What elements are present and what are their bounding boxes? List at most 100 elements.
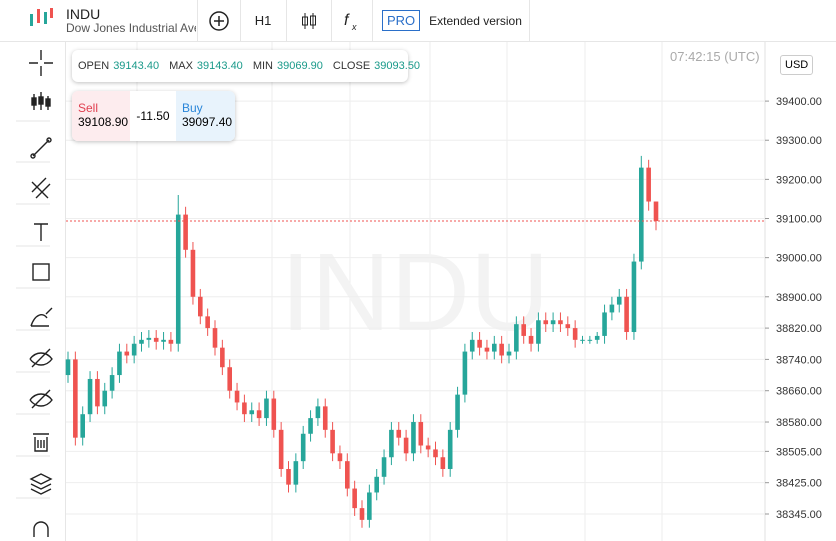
logo	[30, 8, 53, 26]
candle-body	[653, 201, 659, 222]
crosshair-tool[interactable]	[29, 50, 53, 76]
left-toolbar	[0, 42, 66, 541]
candle-body	[536, 320, 541, 344]
magnet-tool[interactable]	[33, 521, 49, 537]
candle-body	[139, 339, 144, 344]
sell-button[interactable]: Sell 39108.90	[72, 91, 130, 141]
candle-body	[572, 328, 578, 340]
max-value: 39143.40	[196, 60, 243, 72]
candle-body	[528, 335, 534, 344]
candle-body	[73, 359, 78, 438]
layers-tool[interactable]	[29, 473, 53, 495]
candle-body	[367, 492, 372, 520]
candle-body	[499, 343, 504, 356]
candle-body	[300, 433, 306, 462]
text-tool[interactable]	[34, 223, 48, 241]
y-tick-label: 39200.00	[776, 174, 822, 186]
candle-body	[602, 312, 607, 336]
buy-price: 39097.40	[182, 115, 233, 129]
candle-body	[227, 367, 232, 391]
spread: -11.50	[136, 109, 170, 123]
currency[interactable]: USD	[780, 55, 814, 75]
extended-toggle[interactable]: PRO Extended version	[373, 0, 530, 41]
y-tick-label: 38660.00	[776, 386, 822, 398]
candle-body	[87, 378, 93, 415]
candles-tool[interactable]	[31, 92, 51, 110]
candle-body	[396, 429, 402, 438]
delete-tool[interactable]	[33, 433, 49, 452]
candle-body	[322, 406, 328, 430]
hide-tool[interactable]	[29, 348, 53, 368]
candle-body	[220, 347, 225, 368]
candle-body	[543, 320, 549, 325]
watermark: INDU	[281, 231, 550, 354]
hide-indicators-tool[interactable]	[29, 389, 53, 409]
candle-body	[550, 320, 556, 325]
svg-text:x: x	[351, 22, 357, 32]
candle-body	[131, 343, 137, 356]
candle-body	[389, 429, 394, 458]
min-value: 39069.90	[276, 60, 323, 72]
buy-label: Buy	[182, 101, 203, 115]
candle-body	[175, 214, 181, 344]
timeframe[interactable]: H1	[240, 0, 287, 41]
y-tick-label: 39400.00	[776, 96, 822, 108]
candle-body	[381, 457, 387, 477]
candle-body	[521, 324, 526, 336]
candle-body	[124, 351, 130, 356]
y-tick-label: 39100.00	[776, 214, 822, 226]
candle-body	[609, 304, 615, 313]
candle-body	[95, 378, 100, 407]
candle-body	[514, 324, 519, 352]
buy-button[interactable]: Buy 39097.40	[176, 91, 235, 141]
candle-body	[80, 414, 85, 438]
candle-body	[278, 429, 284, 469]
candle-body	[242, 402, 247, 415]
candle-body	[455, 394, 460, 430]
candle-body	[403, 437, 409, 454]
candle-body	[183, 214, 188, 250]
open-value: 39143.40	[113, 60, 160, 72]
candle-body	[418, 422, 424, 446]
candle-body	[205, 316, 210, 329]
line-tool[interactable]	[30, 137, 52, 159]
y-tick-label: 38580.00	[776, 417, 822, 429]
shape-tool[interactable]	[32, 263, 50, 281]
candle-body	[153, 337, 159, 342]
svg-text:f: f	[344, 12, 350, 29]
channel-tool[interactable]	[31, 177, 51, 199]
candle-body	[425, 445, 431, 450]
candle-body	[293, 461, 299, 485]
chart-type-button[interactable]	[287, 0, 332, 41]
candle-body	[558, 320, 563, 325]
candle-body	[234, 390, 240, 403]
candle-body	[168, 339, 174, 344]
extended-label: Extended version	[429, 13, 522, 28]
y-tick-label: 38900.00	[776, 292, 822, 304]
candle-body	[506, 351, 512, 356]
candle-body	[102, 390, 108, 407]
candle-body	[65, 359, 71, 376]
y-tick-label: 39300.00	[776, 135, 822, 147]
candle-body	[492, 343, 497, 352]
candle-body	[161, 339, 166, 342]
candle-body	[462, 351, 468, 395]
candle-body	[109, 375, 115, 391]
clock: 07:42:15 (UTC)	[670, 49, 760, 64]
y-tick-label: 38425.00	[776, 478, 822, 490]
candle-body	[345, 461, 350, 489]
candle-body	[565, 324, 571, 329]
candle-body	[249, 410, 255, 415]
add-button[interactable]	[197, 0, 241, 41]
brush-tool[interactable]	[30, 307, 53, 327]
symbol-name: Dow Jones Industrial Ave	[66, 21, 196, 35]
candle-body	[330, 429, 335, 454]
candle-body	[256, 410, 262, 419]
candle-body	[587, 339, 593, 341]
close-value: 39093.50	[374, 60, 421, 72]
candle-body	[469, 339, 475, 352]
candle-body	[616, 296, 622, 305]
candle-body	[631, 261, 637, 333]
